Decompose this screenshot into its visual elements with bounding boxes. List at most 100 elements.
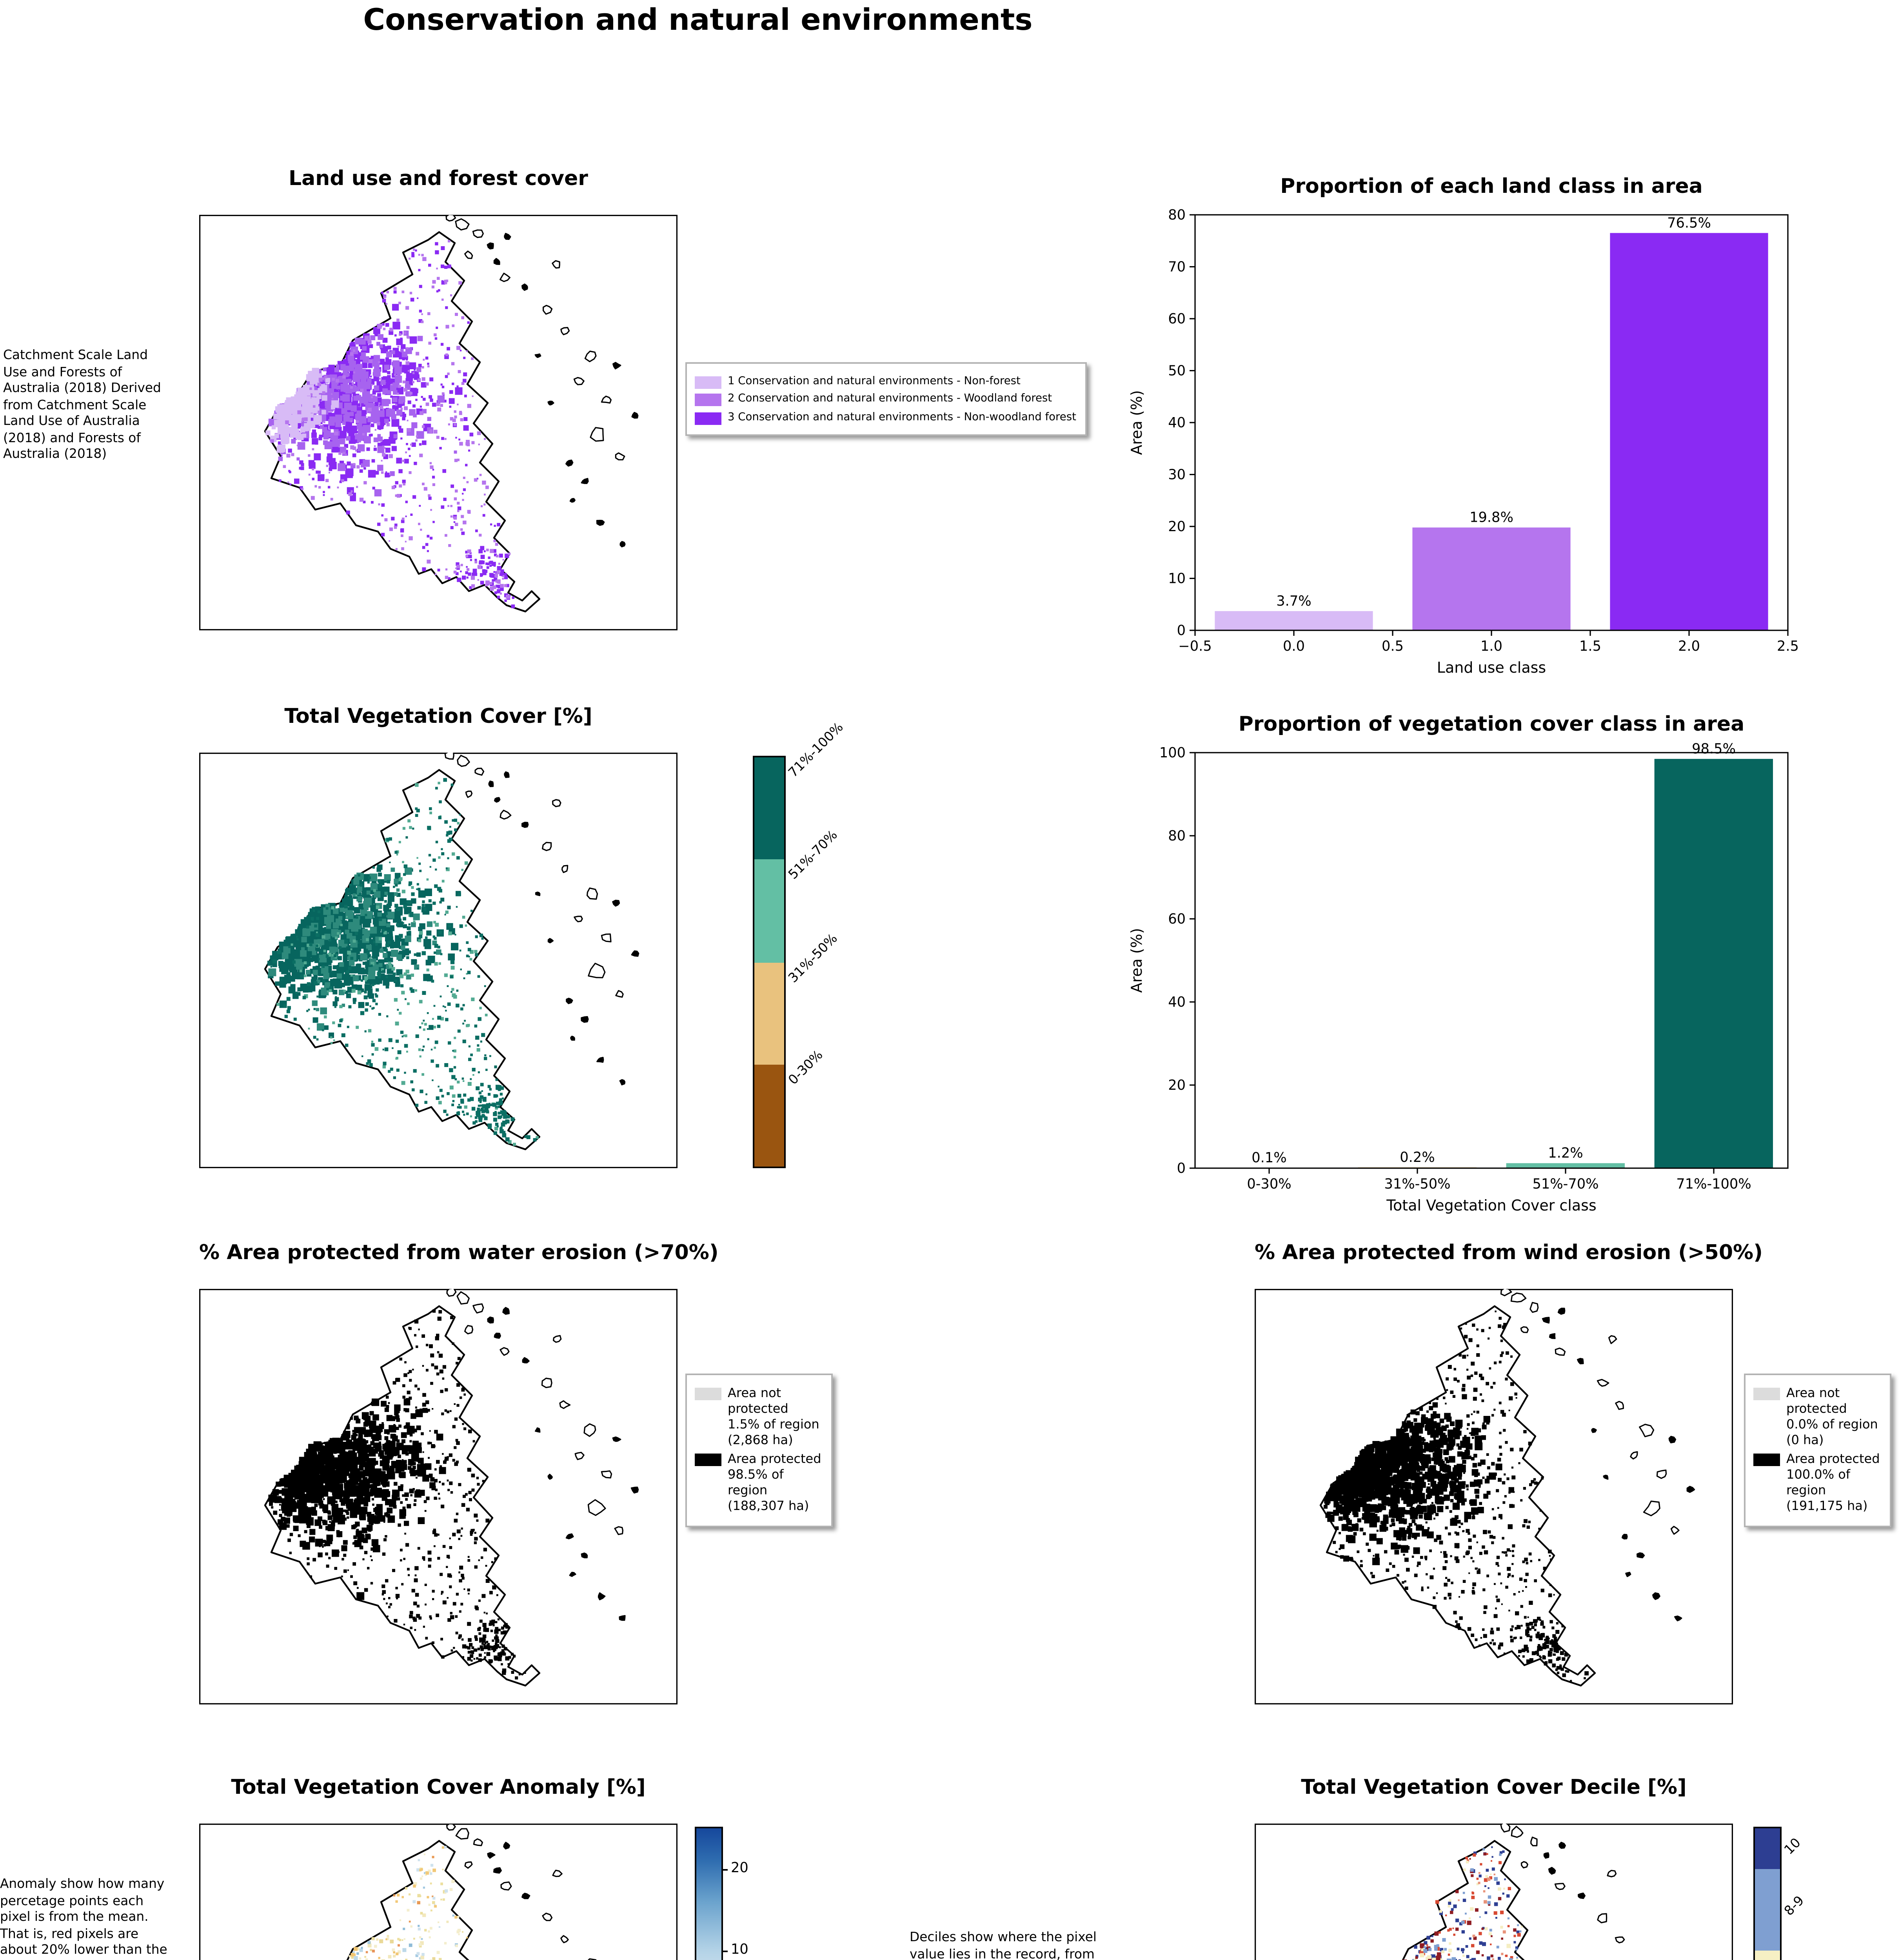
y-tick-label: 40 — [1168, 994, 1186, 1010]
bar — [1412, 527, 1571, 630]
vegcover-map — [199, 751, 678, 1169]
island — [566, 998, 573, 1004]
island — [474, 768, 485, 776]
legend-label: Area protected 98.5% of region (188,307 … — [728, 1452, 821, 1513]
y-tick-label: 20 — [1168, 1077, 1186, 1093]
bar-chart-svg: 0.1% 0.2% 1.2% 98.5% 0 20 40 60 80 100 0-30% 31%-50… — [1128, 712, 1789, 1214]
legend-label: Area not protected 1.5% of region (2,868… — [728, 1385, 819, 1446]
island — [1555, 1347, 1566, 1356]
x-tick-label: 0.0 — [1283, 638, 1305, 654]
map-speckles — [365, 1944, 400, 1953]
map-speckles — [265, 368, 339, 453]
legend-swatch — [695, 412, 721, 424]
island — [1597, 1379, 1609, 1387]
map-svg — [199, 1287, 678, 1705]
island — [542, 1913, 553, 1921]
island — [559, 1400, 571, 1409]
island — [455, 1828, 469, 1840]
island — [487, 1852, 496, 1859]
decile-map — [1255, 1821, 1733, 1960]
island — [587, 887, 598, 900]
island — [547, 1474, 553, 1480]
island — [560, 327, 570, 336]
island — [583, 1423, 596, 1437]
island — [612, 900, 620, 907]
island — [521, 1893, 530, 1899]
map-speckles — [268, 867, 441, 1031]
island — [631, 950, 639, 957]
island — [502, 1307, 510, 1315]
island — [581, 478, 589, 484]
island — [543, 305, 553, 315]
island — [587, 1499, 606, 1516]
legend-swatch — [695, 1387, 721, 1399]
island — [542, 842, 552, 851]
island — [1520, 1861, 1528, 1869]
island — [487, 242, 494, 250]
water-erosion-map — [199, 1287, 678, 1705]
island — [535, 1427, 541, 1433]
bar — [1610, 233, 1768, 630]
island — [584, 350, 597, 362]
island — [457, 755, 470, 767]
island — [612, 1436, 621, 1442]
x-tick-label: 1.0 — [1480, 638, 1502, 654]
x-axis-label: Land use class — [1437, 659, 1546, 676]
landuse-map — [199, 214, 678, 631]
vegcover-map-title: Total Vegetation Cover [%] — [284, 706, 592, 729]
legend-entry: Area not protected 1.5% of region (2,868… — [695, 1385, 823, 1448]
map-speckles — [352, 1948, 421, 1960]
island — [581, 1016, 589, 1023]
y-tick-label: 80 — [1168, 207, 1186, 223]
landuse-map-title: Land use and forest cover — [289, 168, 588, 191]
island — [570, 1036, 575, 1041]
decile-map-title: Total Vegetation Cover Decile [%] — [1301, 1777, 1687, 1800]
anomaly-note: Anomaly show how many percetage points e… — [0, 1875, 167, 1960]
island — [1670, 1526, 1680, 1535]
axes-frame — [1194, 752, 1789, 1169]
map-speckles — [268, 1309, 526, 1680]
island — [631, 412, 639, 419]
y-tick-label: 20 — [1168, 519, 1186, 535]
island — [1674, 1615, 1682, 1621]
wind-erosion-legend: Area not protected 0.0% of region (0 ha)… — [1744, 1374, 1891, 1526]
x-tick-label: −0.5 — [1178, 638, 1212, 654]
map-svg — [199, 751, 678, 1169]
island — [588, 963, 606, 978]
catchment-outline — [346, 1840, 473, 1960]
colorbar-label: 10 — [1780, 1835, 1804, 1858]
map-speckles — [1324, 1310, 1589, 1682]
island — [1615, 1401, 1624, 1410]
island — [1608, 1335, 1617, 1344]
island — [619, 1615, 626, 1621]
island — [574, 1452, 585, 1460]
island — [500, 1347, 510, 1356]
landclass-bar-chart: 3.7% 19.8% 76.5% 0 10 20 30 40 50 60 70 80 −0.5 0.0 0.… — [1098, 157, 1819, 698]
bar-value-label: 98.5% — [1692, 741, 1736, 757]
x-tick-label: 2.5 — [1777, 638, 1799, 654]
bar-value-label: 1.2% — [1548, 1145, 1583, 1161]
island — [587, 1958, 597, 1960]
island — [473, 1838, 483, 1846]
island — [601, 933, 612, 942]
island — [1622, 1534, 1628, 1540]
island — [615, 452, 625, 461]
island — [504, 771, 510, 778]
colorbar-tick — [721, 1868, 727, 1870]
legend-swatch — [695, 376, 721, 388]
island — [1559, 1842, 1566, 1849]
island — [601, 1470, 612, 1479]
island — [630, 1486, 639, 1494]
y-axis-label: Area (%) — [1128, 928, 1145, 993]
island — [472, 229, 484, 238]
water-erosion-legend: Area not protected 1.5% of region (2,868… — [685, 1374, 833, 1526]
island — [1639, 1424, 1655, 1437]
decile-colorbar: 108-94-72-31 — [1753, 1827, 1807, 1960]
bar — [1215, 611, 1373, 630]
y-tick-label: 0 — [1177, 1160, 1186, 1176]
island — [1652, 1592, 1660, 1600]
island — [569, 498, 576, 503]
colorbar-label: 8-9 — [1780, 1893, 1807, 1919]
landuse-legend: 1 Conservation and natural environments … — [685, 362, 1087, 436]
legend-entry: Area not protected 0.0% of region (0 ha) — [1753, 1385, 1882, 1448]
